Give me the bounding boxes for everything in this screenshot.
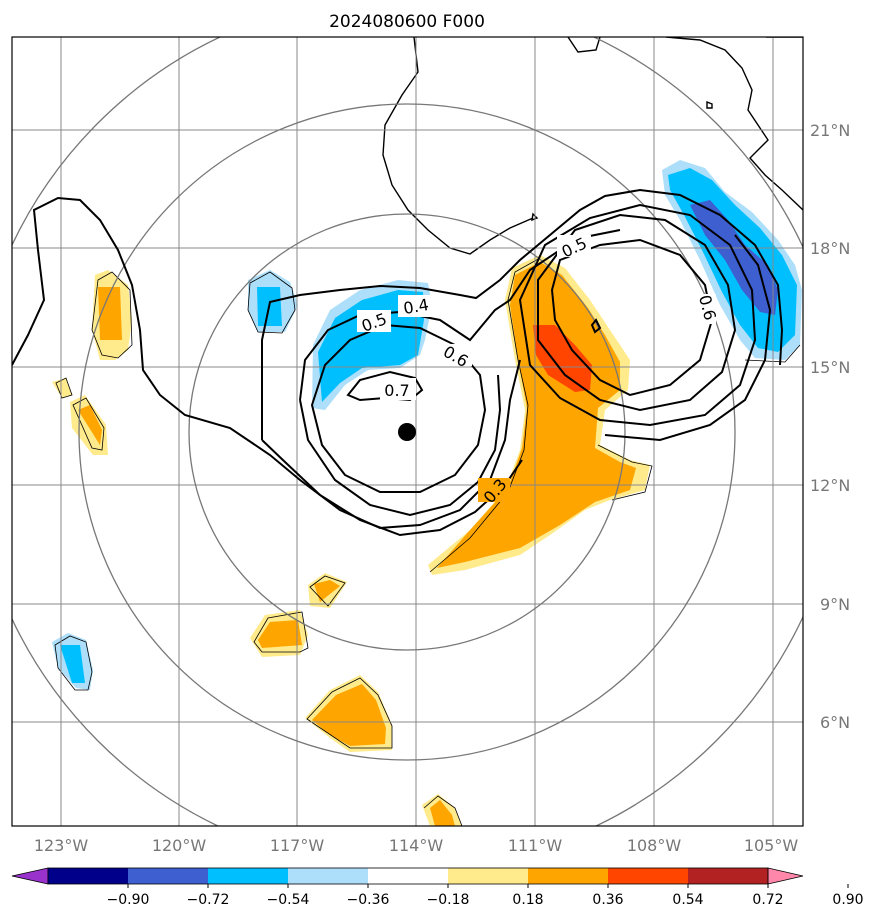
colorbar-bin bbox=[288, 868, 369, 884]
lon-label: 108°W bbox=[627, 836, 682, 855]
anomaly-outlines bbox=[54, 257, 801, 826]
colorbar-bin bbox=[608, 868, 689, 884]
colorbar-tick-label: −0.18 bbox=[427, 892, 470, 908]
gridlines bbox=[12, 37, 803, 826]
map-area: 0.4 0.5 0.6 0.7 0.5 0.6 0.3 bbox=[12, 37, 803, 826]
colorbar-bin bbox=[48, 868, 129, 884]
colorbar-frame bbox=[47, 867, 769, 885]
lon-label: 123°W bbox=[34, 836, 89, 855]
longitude-axis: 123°W 120°W 117°W 114°W 111°W 108°W 105°… bbox=[34, 836, 799, 855]
range-rings bbox=[12, 37, 803, 826]
lat-label: 9°N bbox=[820, 595, 850, 614]
lat-label: 6°N bbox=[820, 713, 850, 732]
colorbar-tick-label: −0.54 bbox=[267, 892, 310, 908]
colorbar-over-extend bbox=[767, 867, 804, 885]
contour-label: 0.7 bbox=[384, 381, 409, 400]
lat-label: 15°N bbox=[810, 358, 850, 377]
contour-label: 0.4 bbox=[402, 295, 430, 318]
lon-label: 111°W bbox=[508, 836, 563, 855]
map-frame bbox=[11, 36, 804, 827]
map-title: 2024080600 F000 bbox=[329, 12, 485, 32]
colorbar-bin bbox=[128, 868, 209, 884]
lat-label: 12°N bbox=[810, 476, 850, 495]
colorbar-bin bbox=[368, 868, 449, 884]
lat-label: 21°N bbox=[810, 121, 850, 140]
colorbar-tick-label: 0.36 bbox=[592, 892, 623, 908]
colorbar-tick-label: 0.90 bbox=[832, 892, 863, 908]
colorbar-tick-label: 0.18 bbox=[512, 892, 543, 908]
colorbar-bin bbox=[448, 868, 529, 884]
colorbar-tick-label: −0.72 bbox=[187, 892, 230, 908]
lon-label: 117°W bbox=[270, 836, 325, 855]
contour-label-group: 0.4 0.5 0.6 0.7 0.5 0.6 0.3 bbox=[357, 233, 720, 507]
colorbar-tick-label: −0.36 bbox=[347, 892, 390, 908]
colorbar-bin bbox=[208, 868, 289, 884]
colorbar-tick-label: 0.72 bbox=[752, 892, 783, 908]
colorbar-bin bbox=[688, 868, 769, 884]
colorbar: −0.90 −0.72 −0.54 −0.36 −0.18 0.18 0.36 0.54 0.7… bbox=[11, 867, 864, 908]
lon-label: 105°W bbox=[744, 836, 799, 855]
colorbar-tick-label: −0.90 bbox=[107, 892, 150, 908]
lon-label: 120°W bbox=[152, 836, 207, 855]
colorbar-under-extend bbox=[11, 867, 49, 885]
storm-center-dot bbox=[398, 423, 416, 441]
colorbar-bin bbox=[528, 868, 609, 884]
colorbar-tick-label: 0.54 bbox=[672, 892, 703, 908]
latitude-axis: 21°N 18°N 15°N 12°N 9°N 6°N bbox=[810, 121, 850, 732]
lon-label: 114°W bbox=[389, 836, 444, 855]
lat-label: 18°N bbox=[810, 239, 850, 258]
